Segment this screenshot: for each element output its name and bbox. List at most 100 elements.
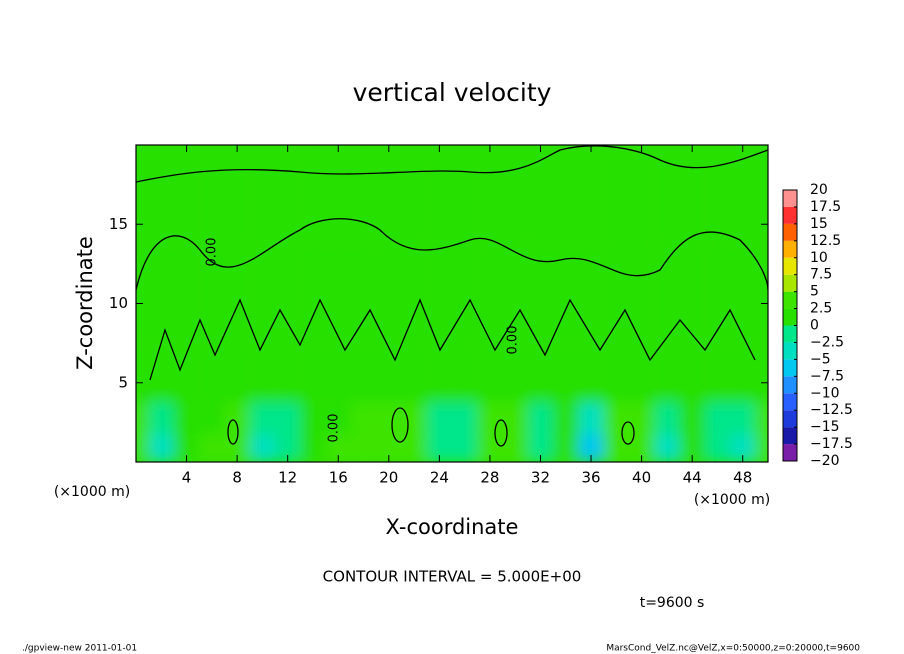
colorbar-label: −15 <box>810 419 840 435</box>
colorbar-band <box>783 427 797 445</box>
field-cell <box>477 145 503 245</box>
field-cell <box>477 402 503 435</box>
field-cell <box>136 244 149 344</box>
field-cell <box>704 434 731 462</box>
colorbar-label: −5 <box>810 351 831 367</box>
field-cell <box>401 434 427 462</box>
contour-line <box>621 421 635 445</box>
field-cell <box>730 402 756 435</box>
field-cell <box>730 244 756 344</box>
field-cell <box>578 402 604 435</box>
colorbar-label: 0 <box>810 318 819 334</box>
field-cell <box>755 145 768 245</box>
field-cell <box>275 244 301 344</box>
field-cell <box>325 402 351 435</box>
field-cell <box>148 343 174 403</box>
colorbar-label: −2.5 <box>810 334 844 350</box>
field-cell <box>755 402 768 435</box>
field-cell <box>628 244 655 344</box>
x-tick-label: 4 <box>182 469 192 487</box>
field-cell <box>452 343 478 403</box>
field-cell <box>704 402 731 435</box>
colorbar: −20−17.5−15−12.5−10−7.5−5−2.502.557.5101… <box>782 182 853 469</box>
colorbar-label: 7.5 <box>810 267 832 283</box>
field-cell <box>654 244 680 344</box>
colorbar-band <box>783 291 797 309</box>
field-cell <box>704 145 731 245</box>
field-cell <box>148 244 174 344</box>
x-axis-label: X-coordinate <box>386 515 519 539</box>
contour-label: 0.00 <box>327 414 342 443</box>
field-cell <box>628 343 655 403</box>
field-cell <box>300 402 326 435</box>
field-cell <box>325 145 351 245</box>
field-cell <box>704 244 731 344</box>
field-cell <box>350 145 377 245</box>
field-cell <box>553 145 579 245</box>
field-cell <box>578 145 604 245</box>
y-tick-label: 15 <box>109 215 128 233</box>
field-cell <box>704 343 731 403</box>
colorbar-label: −7.5 <box>810 368 844 384</box>
field-cell <box>452 244 478 344</box>
x-tick-label: 28 <box>480 469 499 487</box>
field-cell <box>452 402 478 435</box>
field-cells <box>136 145 768 462</box>
field-cell <box>199 434 225 462</box>
field-cell <box>136 434 149 462</box>
field-cell <box>654 145 680 245</box>
field-cell <box>679 343 705 403</box>
field-cell <box>300 244 326 344</box>
colorbar-band <box>783 393 797 411</box>
field-cell <box>603 343 629 403</box>
colorbar-band <box>783 359 797 377</box>
field-cell <box>148 434 174 462</box>
field-cell <box>224 244 250 344</box>
contour-line <box>227 419 239 445</box>
field-cell <box>173 244 200 344</box>
field-cell <box>452 145 478 245</box>
field-cell <box>300 145 326 245</box>
contour-line <box>136 145 768 183</box>
x-tick-label: 20 <box>379 469 398 487</box>
field-cell <box>502 244 528 344</box>
field-cell <box>136 402 149 435</box>
field-cell <box>401 244 427 344</box>
field-cell <box>603 402 629 435</box>
x-tick-label: 32 <box>531 469 550 487</box>
field-cell <box>527 402 554 435</box>
field-cell <box>350 244 377 344</box>
colorbar-band <box>783 257 797 275</box>
time-label: t=9600 s <box>640 595 705 611</box>
contour-line <box>149 298 756 381</box>
y-tick-label: 5 <box>118 373 128 391</box>
field-cell <box>502 343 528 403</box>
contour-line <box>136 218 768 291</box>
x-tick-label: 40 <box>632 469 651 487</box>
field-cell <box>199 145 225 245</box>
field-cell <box>603 145 629 245</box>
field-cell <box>249 145 276 245</box>
field-cell <box>452 434 478 462</box>
colorbar-label: 15 <box>810 216 828 232</box>
field-cell <box>426 244 452 344</box>
colorbar-band <box>783 223 797 241</box>
field-cell <box>224 145 250 245</box>
colorbar-band <box>783 444 797 461</box>
colorbar-band <box>783 410 797 428</box>
colorbar-label: −17.5 <box>810 436 853 452</box>
x-tick-label: 44 <box>683 469 702 487</box>
field-cell <box>249 244 276 344</box>
colorbar-label: 20 <box>810 182 828 198</box>
colorbar-band <box>783 376 797 394</box>
field-cell <box>502 145 528 245</box>
field-cell <box>249 343 276 403</box>
field-cell <box>275 343 301 403</box>
field-cell <box>300 434 326 462</box>
field-cell <box>654 434 680 462</box>
field-cell <box>755 434 768 462</box>
field-cell <box>401 343 427 403</box>
contour-label: 0.00 <box>205 238 220 267</box>
